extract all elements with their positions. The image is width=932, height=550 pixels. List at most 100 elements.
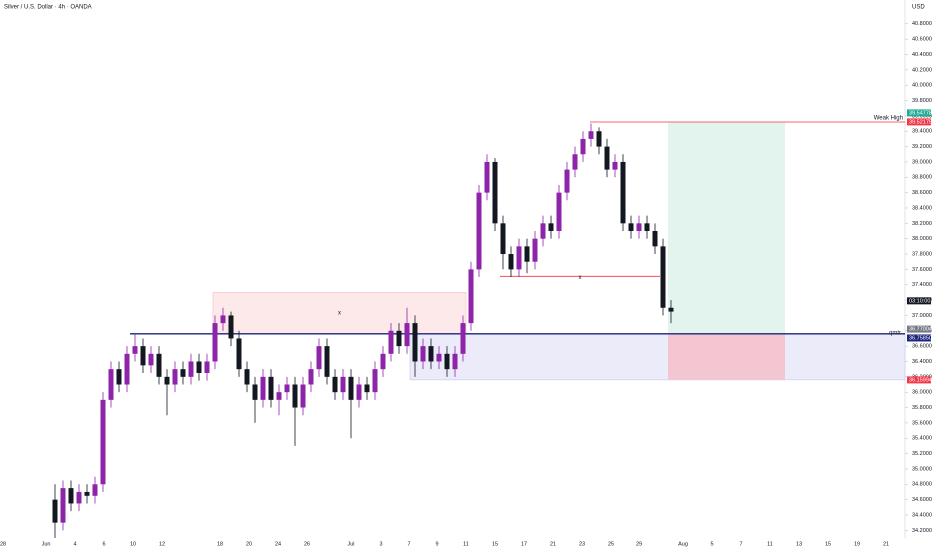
x-tick-label: 19 bbox=[854, 541, 860, 547]
x-tick-label: 26 bbox=[304, 541, 310, 547]
y-tick-label: 37.40000 bbox=[912, 282, 932, 288]
x-tick-label: 18 bbox=[217, 541, 223, 547]
zone bbox=[668, 122, 785, 334]
candle-body bbox=[228, 315, 234, 339]
x-tick-label: 25 bbox=[608, 541, 614, 547]
candle-body bbox=[556, 192, 562, 232]
price-label: 39.52175 bbox=[909, 119, 932, 125]
candle-body bbox=[492, 161, 498, 224]
candle-body bbox=[444, 353, 450, 370]
candle-body bbox=[356, 384, 362, 400]
candle-body bbox=[388, 330, 394, 354]
y-tick-label: 35.00000 bbox=[912, 466, 932, 472]
candle-body bbox=[220, 315, 226, 324]
y-tick-label: 35.60000 bbox=[912, 420, 932, 426]
candle-body bbox=[668, 307, 674, 312]
candle-body bbox=[500, 223, 506, 255]
y-tick-label: 35.40000 bbox=[912, 436, 932, 442]
x-tick-label: 5 bbox=[710, 541, 713, 547]
candle-body bbox=[276, 392, 282, 400]
y-tick-label: 38.20000 bbox=[912, 221, 932, 227]
drawings: x Weak High qmtr x bbox=[130, 116, 906, 381]
candle-body bbox=[380, 353, 386, 370]
candle-body bbox=[108, 369, 114, 400]
candle-body bbox=[404, 323, 410, 347]
x-tick-label: 6 bbox=[102, 541, 105, 547]
candle-body bbox=[580, 138, 586, 155]
x-tick-label: 21 bbox=[883, 541, 889, 547]
x-tick-label: 20 bbox=[246, 541, 252, 547]
price-label: 39.54778 bbox=[909, 110, 932, 116]
chart-title: Silver / U.S. Dollar · 4h · OANDA bbox=[4, 5, 92, 11]
x-tick-label: 23 bbox=[579, 541, 585, 547]
candle-body bbox=[420, 346, 426, 362]
x-tick-label: 13 bbox=[796, 541, 802, 547]
y-tick-label: 39.20000 bbox=[912, 144, 932, 150]
price-label-bg bbox=[907, 376, 931, 384]
candle-body bbox=[84, 491, 90, 496]
x-tick-label: 3 bbox=[379, 541, 382, 547]
price-label-bg bbox=[907, 109, 931, 117]
price-label: 36.15994 bbox=[909, 377, 932, 383]
y-tick-label: 37.00000 bbox=[912, 313, 932, 319]
level-label: x bbox=[579, 275, 582, 281]
candle-body bbox=[644, 223, 650, 232]
candle-body bbox=[652, 231, 658, 247]
x-tick-label: 11 bbox=[463, 541, 469, 547]
candle-body bbox=[588, 131, 594, 139]
zone bbox=[668, 333, 785, 380]
candle-body bbox=[508, 254, 514, 270]
x-tick-label: 15 bbox=[492, 541, 498, 547]
candle-body bbox=[460, 323, 466, 354]
candle-body bbox=[292, 384, 298, 408]
y-tick-label: 34.20000 bbox=[912, 528, 932, 534]
price-label-bg bbox=[907, 334, 931, 342]
candle-body bbox=[188, 361, 194, 377]
candle-body bbox=[412, 323, 418, 362]
candle-body bbox=[236, 338, 242, 370]
candle-body bbox=[612, 161, 618, 170]
x-tick-label: Jun bbox=[42, 541, 51, 547]
candle-body bbox=[316, 346, 322, 370]
candle-body bbox=[476, 192, 482, 270]
candle-body bbox=[68, 488, 74, 504]
candle-body bbox=[436, 353, 442, 362]
y-tick-label: 38.60000 bbox=[912, 190, 932, 196]
candle-body bbox=[484, 161, 490, 193]
y-tick-label: 38.00000 bbox=[912, 236, 932, 242]
y-tick-label: 39.40000 bbox=[912, 129, 932, 135]
candle-body bbox=[60, 488, 66, 523]
candle-body bbox=[524, 246, 530, 262]
candle-body bbox=[164, 376, 170, 385]
candle-body bbox=[140, 346, 146, 366]
candle-body bbox=[76, 491, 82, 504]
candle-body bbox=[332, 376, 338, 393]
y-tick-label: 40.00000 bbox=[912, 83, 932, 89]
zone-label: x bbox=[338, 311, 341, 317]
candle-body bbox=[92, 484, 98, 496]
candle-body bbox=[132, 346, 138, 354]
y-tick-label: 40.60000 bbox=[912, 37, 932, 43]
x-tick-label: 4 bbox=[73, 541, 76, 547]
y-tick-label: 35.20000 bbox=[912, 451, 932, 457]
candle-body bbox=[148, 353, 154, 366]
candle-body bbox=[372, 369, 378, 393]
candle-body bbox=[252, 384, 258, 400]
price-label-bg bbox=[907, 297, 931, 305]
candle-body bbox=[604, 146, 610, 170]
y-tick-label: 37.80000 bbox=[912, 251, 932, 257]
x-tick-label: Jul bbox=[347, 541, 354, 547]
level-label: qmtr bbox=[889, 330, 901, 336]
y-tick-label: 37.60000 bbox=[912, 267, 932, 273]
candle-body bbox=[284, 384, 290, 393]
x-tick-label: 9 bbox=[435, 541, 438, 547]
candle-body bbox=[100, 399, 106, 485]
candle-body bbox=[116, 369, 122, 385]
x-tick-label: 24 bbox=[275, 541, 281, 547]
candle-body bbox=[636, 223, 642, 232]
candle-body bbox=[196, 361, 202, 373]
y-tick-label: 38.80000 bbox=[912, 175, 932, 181]
x-tick-label: 7 bbox=[407, 541, 410, 547]
y-tick-label: 40.40000 bbox=[912, 52, 932, 58]
